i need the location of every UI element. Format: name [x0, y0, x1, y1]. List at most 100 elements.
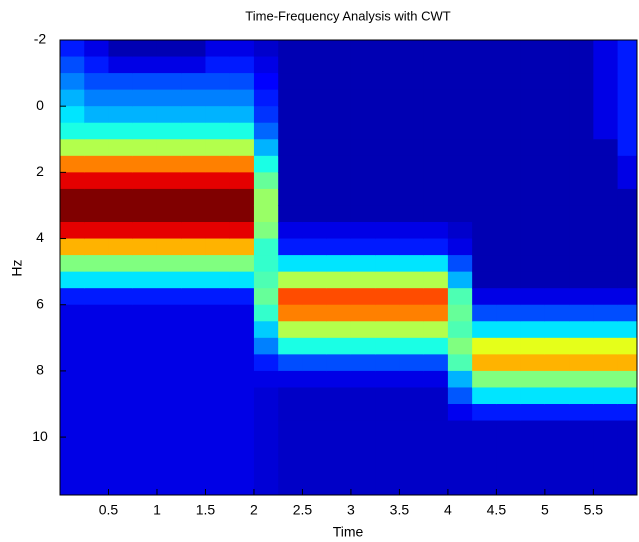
heatmap-cell	[375, 255, 401, 273]
heatmap-cell	[84, 238, 110, 256]
heatmap-cell	[472, 387, 497, 405]
heatmap-cell	[593, 304, 619, 322]
heatmap-cell	[326, 437, 352, 455]
heatmap-cell	[423, 288, 449, 306]
y-axis-label: Hz	[9, 259, 25, 276]
heatmap-cell	[375, 73, 401, 91]
y-tick-label: -2	[34, 31, 47, 47]
heatmap-cell	[593, 255, 619, 273]
heatmap-cell	[569, 139, 594, 157]
heatmap-cell	[326, 205, 352, 223]
heatmap-cell	[326, 420, 352, 438]
heatmap-cell	[278, 288, 304, 306]
heatmap-cell	[472, 354, 497, 372]
heatmap-cell	[278, 172, 304, 190]
heatmap-cell	[569, 271, 594, 289]
heatmap-cell	[423, 304, 449, 322]
heatmap-cell	[326, 238, 352, 256]
heatmap-cell	[617, 437, 637, 455]
heatmap-cell	[181, 56, 207, 74]
heatmap-cell	[520, 437, 546, 455]
heatmap-cell	[278, 437, 304, 455]
heatmap-cell	[593, 222, 619, 240]
heatmap-cell	[253, 73, 279, 91]
heatmap-cell	[569, 255, 594, 273]
heatmap-cell	[229, 188, 255, 207]
heatmap-cell	[375, 470, 401, 488]
heatmap-cell	[253, 404, 279, 422]
heatmap-cell	[399, 470, 425, 488]
heatmap-cell	[617, 271, 637, 289]
heatmap-cell	[229, 304, 255, 322]
heatmap-cell	[569, 404, 594, 422]
heatmap-cell	[302, 387, 328, 405]
heatmap-cell	[496, 238, 522, 256]
heatmap-cell	[520, 106, 546, 124]
heatmap-cell	[156, 470, 182, 488]
heatmap-cell	[520, 155, 546, 173]
heatmap-cell	[253, 205, 279, 223]
heatmap-cell	[229, 56, 255, 74]
heatmap-cell	[84, 470, 110, 488]
heatmap-cell	[350, 404, 376, 422]
heatmap-cell	[520, 288, 546, 306]
heatmap-cell	[108, 155, 134, 173]
heatmap-cell	[278, 139, 304, 157]
heatmap-cell	[84, 337, 110, 355]
heatmap-cell	[326, 122, 352, 140]
heatmap-cell	[60, 40, 85, 58]
heatmap-cell	[253, 337, 279, 355]
heatmap-cell	[84, 222, 110, 240]
heatmap-cell	[132, 437, 158, 455]
heatmap-cell	[60, 486, 85, 495]
heatmap-cell	[108, 304, 134, 322]
heatmap-cell	[278, 255, 304, 273]
heatmap-cell	[472, 172, 497, 190]
heatmap-cell	[544, 188, 570, 207]
heatmap-cell	[60, 188, 85, 207]
heatmap-cell	[278, 222, 304, 240]
heatmap-cell	[60, 139, 85, 157]
heatmap-cell	[108, 437, 134, 455]
heatmap-cell	[593, 404, 619, 422]
heatmap-cell	[496, 370, 522, 389]
heatmap-cell	[350, 106, 376, 124]
heatmap-cell	[132, 404, 158, 422]
heatmap-cell	[375, 437, 401, 455]
heatmap-cell	[617, 222, 637, 240]
heatmap-cell	[375, 486, 401, 495]
heatmap-cell	[60, 172, 85, 190]
heatmap-cell	[472, 205, 497, 223]
heatmap-cell	[132, 139, 158, 157]
heatmap-cell	[326, 188, 352, 207]
heatmap-cell	[302, 89, 328, 107]
heatmap-cell	[181, 453, 207, 471]
heatmap-cell	[496, 387, 522, 405]
heatmap-cell	[617, 172, 637, 190]
heatmap-cell	[520, 238, 546, 256]
heatmap-cell	[132, 188, 158, 207]
heatmap-cell	[350, 122, 376, 140]
heatmap-cell	[108, 139, 134, 157]
heatmap-cell	[423, 122, 449, 140]
heatmap-cell	[520, 255, 546, 273]
heatmap-cell	[544, 40, 570, 58]
heatmap-cell	[205, 139, 231, 157]
heatmap-cell	[60, 205, 85, 223]
heatmap-cell	[544, 56, 570, 74]
heatmap-cell	[302, 56, 328, 74]
heatmap-cell	[326, 172, 352, 190]
heatmap-cell	[132, 56, 158, 74]
heatmap-cell	[496, 89, 522, 107]
heatmap-cell	[617, 205, 637, 223]
heatmap-cell	[447, 420, 473, 438]
heatmap-cell	[326, 271, 352, 289]
heatmap-cell	[156, 73, 182, 91]
heatmap-cell	[350, 56, 376, 74]
heatmap-cell	[617, 139, 637, 157]
heatmap-cell	[181, 89, 207, 107]
heatmap-cell	[375, 370, 401, 389]
heatmap-cell	[205, 222, 231, 240]
heatmap-cell	[60, 155, 85, 173]
heatmap-cell	[156, 321, 182, 339]
